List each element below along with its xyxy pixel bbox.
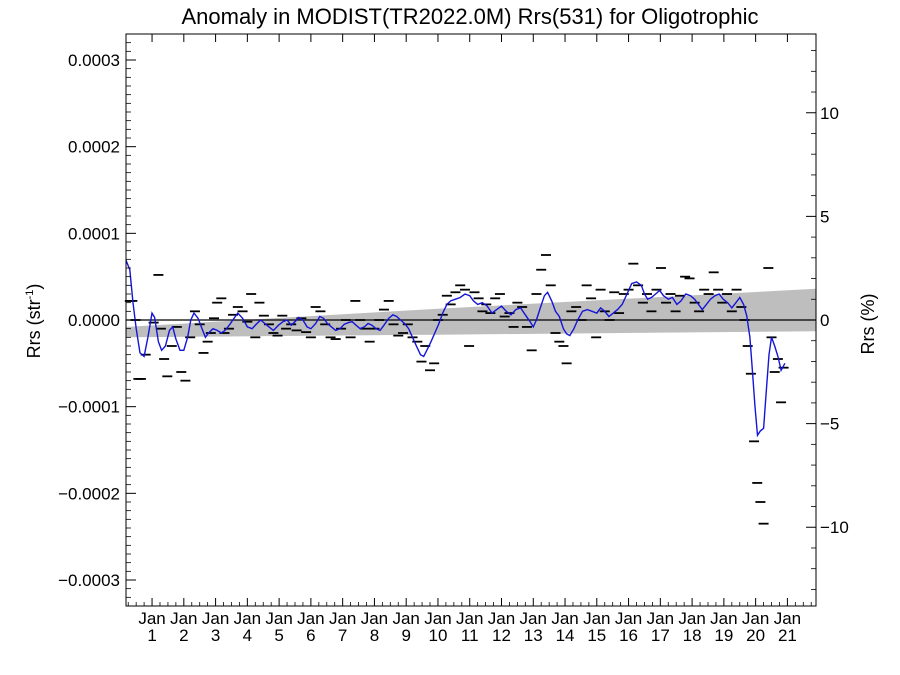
x-tick-month-label: Jan bbox=[361, 609, 388, 628]
x-tick-month-label: Jan bbox=[170, 609, 197, 628]
right-tick-label: −10 bbox=[820, 518, 849, 537]
x-tick-month-label: Jan bbox=[202, 609, 229, 628]
right-y-axis: 10 5 0 −5 −10 bbox=[806, 50, 849, 590]
x-tick-month-label: Jan bbox=[234, 609, 261, 628]
x-tick-month-label: Jan bbox=[488, 609, 515, 628]
x-tick-year-label: 7 bbox=[338, 626, 347, 645]
left-tick-label: 0.0002 bbox=[68, 138, 120, 157]
x-tick-year-label: 6 bbox=[306, 626, 315, 645]
x-tick-month-label: Jan bbox=[615, 609, 642, 628]
x-tick-year-label: 21 bbox=[778, 626, 797, 645]
x-tick-year-label: 10 bbox=[429, 626, 448, 645]
x-tick-year-label: 5 bbox=[274, 626, 283, 645]
x-tick-year-label: 1 bbox=[147, 626, 156, 645]
x-tick-year-label: 9 bbox=[401, 626, 410, 645]
x-tick-year-label: 20 bbox=[746, 626, 765, 645]
left-y-axis-label-main: Rrs (str bbox=[24, 299, 44, 358]
x-tick-year-label: 2 bbox=[179, 626, 188, 645]
chart-title: Anomaly in MODIST(TR2022.0M) Rrs(531) fo… bbox=[181, 4, 758, 29]
x-tick-month-label: Jan bbox=[520, 609, 547, 628]
left-y-axis-label-exponent: -1 bbox=[24, 290, 36, 300]
plot-area bbox=[124, 33, 817, 607]
x-axis: Jan1Jan2Jan3Jan4Jan5Jan6Jan7Jan8Jan9Jan1… bbox=[127, 34, 812, 645]
right-tick-label: 5 bbox=[820, 207, 829, 226]
x-tick-month-label: Jan bbox=[329, 609, 356, 628]
x-tick-year-label: 19 bbox=[714, 626, 733, 645]
right-tick-label: 0 bbox=[820, 311, 829, 330]
right-tick-label: −5 bbox=[820, 415, 839, 434]
smoothed-anomaly-line bbox=[125, 259, 786, 438]
x-tick-month-label: Jan bbox=[424, 609, 451, 628]
left-tick-label: 0.0000 bbox=[68, 311, 120, 330]
left-tick-label: 0.0001 bbox=[68, 224, 120, 243]
x-tick-month-label: Jan bbox=[297, 609, 324, 628]
x-tick-month-label: Jan bbox=[678, 609, 705, 628]
x-tick-year-label: 3 bbox=[211, 626, 220, 645]
left-y-axis-label-close: ) bbox=[24, 284, 44, 290]
x-tick-year-label: 8 bbox=[370, 626, 379, 645]
x-tick-year-label: 11 bbox=[461, 626, 479, 645]
x-tick-year-label: 15 bbox=[587, 626, 606, 645]
left-tick-label: −0.0003 bbox=[58, 571, 120, 590]
x-tick-year-label: 14 bbox=[556, 626, 575, 645]
x-tick-year-label: 4 bbox=[243, 626, 252, 645]
trend-band bbox=[126, 288, 816, 338]
x-tick-year-label: 16 bbox=[619, 626, 638, 645]
right-tick-label: 10 bbox=[820, 104, 839, 123]
left-tick-label: −0.0001 bbox=[58, 398, 120, 417]
left-tick-label: −0.0002 bbox=[58, 484, 120, 503]
x-tick-month-label: Jan bbox=[456, 609, 483, 628]
x-tick-month-label: Jan bbox=[392, 609, 419, 628]
x-tick-year-label: 18 bbox=[683, 626, 702, 645]
x-tick-month-label: Jan bbox=[647, 609, 674, 628]
x-tick-month-label: Jan bbox=[138, 609, 165, 628]
left-y-axis-label: Rrs (str-1) bbox=[24, 284, 44, 359]
x-tick-year-label: 12 bbox=[492, 626, 511, 645]
left-y-axis: 0.0003 0.0002 0.0001 0.0000 −0.0001 −0.0002 −0… bbox=[58, 42, 136, 607]
right-y-axis-label: Rrs (%) bbox=[858, 294, 878, 355]
x-tick-month-label: Jan bbox=[710, 609, 737, 628]
x-tick-month-label: Jan bbox=[265, 609, 292, 628]
x-tick-year-label: 17 bbox=[651, 626, 670, 645]
x-tick-month-label: Jan bbox=[583, 609, 610, 628]
x-tick-month-label: Jan bbox=[774, 609, 801, 628]
x-tick-month-label: Jan bbox=[551, 609, 578, 628]
x-tick-month-label: Jan bbox=[742, 609, 769, 628]
left-tick-label: 0.0003 bbox=[68, 51, 120, 70]
x-tick-year-label: 13 bbox=[524, 626, 543, 645]
